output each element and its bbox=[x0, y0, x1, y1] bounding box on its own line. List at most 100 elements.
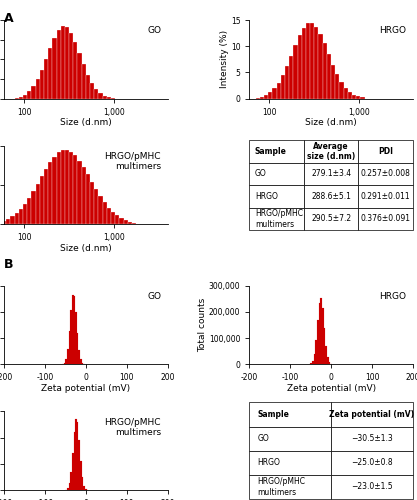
Bar bbox=[70, 472, 72, 490]
Bar bbox=[281, 76, 285, 98]
Bar bbox=[98, 93, 103, 98]
Bar bbox=[268, 92, 272, 98]
Bar bbox=[260, 96, 264, 98]
Bar bbox=[103, 202, 107, 224]
Bar bbox=[40, 70, 44, 98]
Bar bbox=[82, 478, 83, 490]
X-axis label: Zeta potential (mV): Zeta potential (mV) bbox=[286, 384, 376, 392]
Bar bbox=[335, 74, 339, 98]
Bar bbox=[289, 56, 293, 98]
Bar bbox=[35, 184, 40, 224]
Bar bbox=[319, 34, 323, 98]
Bar bbox=[98, 196, 103, 224]
Bar bbox=[67, 349, 68, 364]
Bar bbox=[83, 486, 85, 490]
X-axis label: Size (d.nm): Size (d.nm) bbox=[60, 244, 112, 253]
Bar bbox=[23, 204, 27, 225]
X-axis label: Size (d.nm): Size (d.nm) bbox=[305, 118, 357, 127]
Bar bbox=[72, 454, 73, 490]
Bar bbox=[80, 462, 82, 490]
Bar bbox=[315, 340, 317, 364]
Bar bbox=[306, 24, 310, 99]
Bar bbox=[48, 48, 52, 98]
X-axis label: Size (d.nm): Size (d.nm) bbox=[60, 118, 112, 127]
Bar bbox=[344, 88, 348, 99]
Bar bbox=[78, 440, 80, 490]
Bar bbox=[272, 88, 276, 99]
Bar bbox=[339, 82, 344, 98]
X-axis label: Zeta potential (mV): Zeta potential (mV) bbox=[41, 384, 131, 392]
Text: A: A bbox=[4, 12, 14, 26]
Bar bbox=[27, 198, 31, 224]
Bar bbox=[94, 89, 98, 99]
Bar bbox=[297, 36, 302, 98]
Bar bbox=[75, 419, 77, 490]
Bar bbox=[73, 42, 78, 98]
Text: HRGO/pMHC
multimers: HRGO/pMHC multimers bbox=[105, 418, 161, 437]
Bar bbox=[73, 432, 75, 490]
Bar bbox=[56, 152, 61, 224]
Bar bbox=[123, 220, 128, 224]
Bar bbox=[75, 312, 77, 364]
Bar bbox=[352, 94, 356, 98]
Bar bbox=[52, 38, 57, 98]
Bar bbox=[103, 96, 107, 98]
Bar bbox=[44, 169, 48, 224]
Bar bbox=[65, 150, 69, 224]
Bar bbox=[78, 53, 82, 98]
Text: HRGO/pMHC
multimers: HRGO/pMHC multimers bbox=[105, 152, 161, 172]
Bar bbox=[2, 220, 6, 224]
Bar bbox=[119, 218, 123, 224]
Bar bbox=[40, 176, 44, 224]
Bar bbox=[94, 189, 98, 224]
Bar bbox=[69, 152, 73, 224]
Bar bbox=[72, 296, 73, 364]
Bar bbox=[331, 64, 335, 98]
Bar bbox=[314, 354, 315, 364]
Bar bbox=[35, 80, 40, 98]
Bar bbox=[90, 182, 94, 224]
Bar bbox=[52, 156, 57, 224]
Bar bbox=[90, 83, 94, 98]
Bar bbox=[314, 26, 319, 99]
Bar bbox=[61, 150, 65, 224]
Bar bbox=[107, 208, 111, 224]
Bar bbox=[320, 298, 322, 364]
Bar bbox=[317, 320, 319, 364]
Bar bbox=[327, 54, 331, 98]
Bar bbox=[301, 28, 306, 99]
Bar bbox=[82, 167, 86, 224]
Bar bbox=[68, 483, 70, 490]
Bar bbox=[356, 96, 360, 98]
Bar bbox=[312, 361, 314, 364]
Bar bbox=[65, 358, 67, 364]
Bar bbox=[61, 26, 65, 99]
Bar bbox=[323, 44, 327, 98]
Bar bbox=[56, 30, 61, 98]
Bar bbox=[44, 60, 48, 98]
Y-axis label: Intensity (%): Intensity (%) bbox=[220, 30, 229, 88]
Bar bbox=[82, 363, 83, 364]
Bar bbox=[128, 222, 132, 224]
Bar bbox=[82, 64, 86, 98]
Bar bbox=[77, 334, 78, 364]
Bar bbox=[325, 346, 327, 364]
Bar bbox=[19, 209, 23, 224]
Bar bbox=[111, 212, 115, 224]
Bar bbox=[10, 216, 15, 224]
Y-axis label: Total counts: Total counts bbox=[198, 298, 207, 352]
Bar bbox=[86, 74, 90, 98]
Bar bbox=[86, 174, 90, 224]
Text: B: B bbox=[4, 258, 14, 270]
Bar bbox=[264, 95, 268, 98]
Bar bbox=[19, 96, 23, 98]
Text: HRGO: HRGO bbox=[379, 26, 406, 36]
Bar bbox=[27, 92, 31, 98]
Bar bbox=[15, 213, 19, 224]
Bar bbox=[64, 362, 65, 364]
Text: GO: GO bbox=[147, 292, 161, 301]
Bar bbox=[48, 162, 52, 224]
Bar bbox=[293, 45, 297, 98]
Bar bbox=[31, 192, 35, 224]
Text: HRGO: HRGO bbox=[379, 292, 406, 301]
